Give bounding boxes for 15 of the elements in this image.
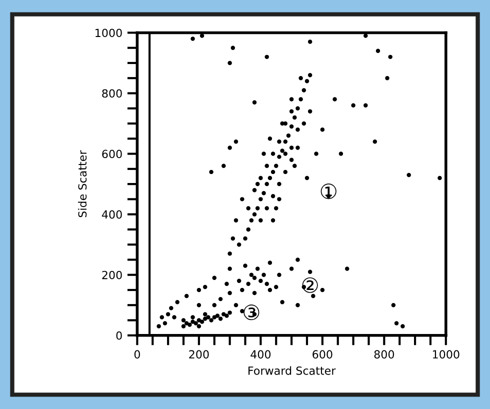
x-tick-label: 800	[374, 350, 394, 359]
y-tick-label: 600	[102, 150, 122, 158]
x-tick-label: 0	[134, 350, 140, 359]
y-axis-title: Side Scatter	[78, 150, 87, 218]
y-tick-label: 800	[102, 89, 122, 98]
y-tick-label: 1000	[96, 28, 122, 38]
y-tick-label: 0	[116, 331, 122, 340]
x-tick-label: 1000	[432, 350, 460, 359]
x-tick-label: 400	[250, 350, 271, 359]
annotation: ②	[302, 277, 318, 293]
y-tick-label: 200	[102, 270, 122, 280]
x-axis-title: Forward Scatter	[248, 366, 336, 375]
x-tick-label: 200	[189, 350, 209, 359]
x-tick-label: 600	[312, 350, 332, 359]
y-tick-label: 400	[102, 210, 122, 219]
